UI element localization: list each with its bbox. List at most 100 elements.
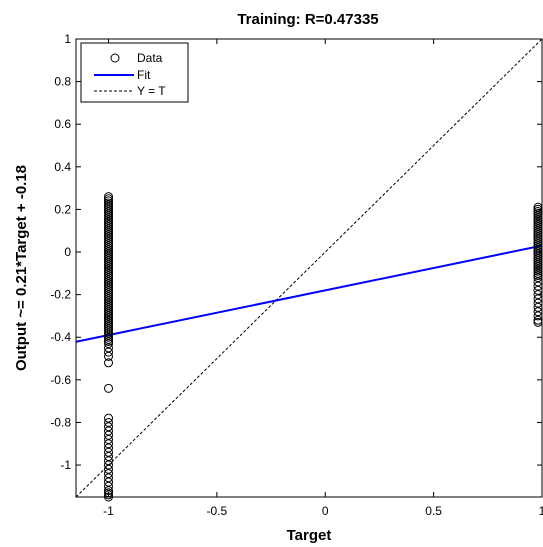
data-point [104, 270, 114, 280]
data-point [104, 234, 114, 244]
data-point [104, 469, 114, 479]
legend-label-ideal: Y = T [137, 84, 166, 98]
data-point [104, 230, 114, 240]
data-point [104, 426, 114, 436]
data-point [104, 198, 114, 208]
data-point [104, 232, 114, 242]
data-point [104, 236, 114, 246]
data-point [104, 358, 114, 368]
data-point [104, 452, 114, 462]
data-point [104, 260, 114, 270]
data-point [104, 241, 114, 251]
data-point [104, 285, 114, 295]
data-point [104, 322, 114, 332]
data-point [104, 339, 114, 349]
data-point [104, 305, 114, 315]
data-point [104, 294, 114, 304]
data-point [104, 343, 114, 353]
data-point [104, 422, 114, 432]
data-point [104, 456, 114, 466]
y-axis-label: Output ~= 0.21*Target + -0.18 [13, 165, 30, 371]
data-point [104, 302, 114, 312]
data-point [104, 287, 114, 297]
data-point [104, 224, 114, 234]
legend-label-fit: Fit [137, 68, 151, 82]
data-point [104, 290, 114, 300]
x-tick-label: -1 [103, 504, 114, 518]
data-point [104, 332, 114, 342]
y-tick-label: 0.8 [54, 75, 71, 89]
data-point [104, 351, 114, 361]
data-point [104, 413, 114, 423]
data-point [104, 247, 114, 257]
data-point [104, 434, 114, 444]
data-point [104, 202, 114, 212]
y-tick-label: 0 [64, 245, 71, 259]
data-point [104, 243, 114, 253]
y-tick-label: -0.2 [50, 288, 71, 302]
data-point [104, 192, 114, 202]
data-point [104, 209, 114, 219]
y-tick-label: -1 [60, 458, 71, 472]
data-point [104, 279, 114, 289]
data-point [104, 277, 114, 287]
data-point [104, 481, 114, 491]
data-point [104, 219, 114, 229]
data-point [104, 273, 114, 283]
data-point [104, 215, 114, 225]
data-point [104, 319, 114, 329]
data-point [104, 239, 114, 249]
chart-title: Training: R=0.47335 [237, 11, 378, 28]
data-point [104, 464, 114, 474]
plot-area [76, 39, 543, 502]
data-point [104, 298, 114, 308]
legend-label-data: Data [137, 51, 163, 65]
data-point [104, 266, 114, 276]
data-point [104, 443, 114, 453]
data-point [104, 330, 114, 340]
data-point [104, 275, 114, 285]
y-tick-label: 0.4 [54, 160, 71, 174]
data-point [104, 473, 114, 483]
data-point [104, 490, 114, 500]
data-point [104, 313, 114, 323]
data-point [104, 460, 114, 470]
data-point [104, 258, 114, 268]
x-tick-label: 0.5 [425, 504, 442, 518]
y-tick-label: -0.8 [50, 415, 71, 429]
legend: Data Fit Y = T [80, 42, 189, 103]
data-point [104, 417, 114, 427]
data-point [104, 317, 114, 327]
data-point [104, 439, 114, 449]
data-point [104, 262, 114, 272]
data-point [104, 307, 114, 317]
tick-layer: -1 -0.5 0 0.5 1 -1 -0.8 -0.6 -0.4 -0.2 0 0.2 0.4 0.6 0… [50, 32, 543, 518]
x-tick-label: 1 [539, 504, 543, 518]
data-point [104, 383, 114, 393]
data-point [104, 296, 114, 306]
data-point [104, 213, 114, 223]
data-point [104, 245, 114, 255]
y-tick-label: 1 [64, 32, 71, 46]
data-point [104, 477, 114, 487]
x-tick-label: -0.5 [207, 504, 228, 518]
y-tick-label: -0.4 [50, 330, 71, 344]
data-point [104, 217, 114, 227]
x-tick-label: 0 [322, 504, 329, 518]
data-point [104, 264, 114, 274]
data-point [104, 268, 114, 278]
data-point [104, 211, 114, 221]
y-tick-label: 0.6 [54, 117, 71, 131]
data-point [104, 447, 114, 457]
data-point [104, 226, 114, 236]
data-point [104, 334, 114, 344]
y-tick-label: 0.2 [54, 202, 71, 216]
data-point [104, 336, 114, 346]
data-point [104, 249, 114, 259]
data-point [104, 221, 114, 231]
data-point [104, 324, 114, 334]
data-point [104, 292, 114, 302]
data-point [104, 309, 114, 319]
data-point [104, 315, 114, 325]
